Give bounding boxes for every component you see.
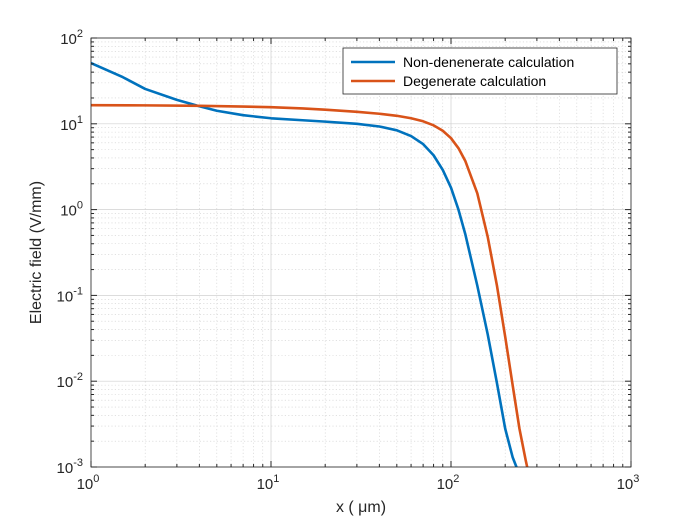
x-tick-label: 100 — [77, 473, 100, 493]
y-tick-label: 10-1 — [57, 285, 83, 305]
axes-box — [90, 37, 632, 468]
y-tick-label: 101 — [60, 114, 83, 134]
plot-lines — [91, 61, 529, 467]
legend-label: Degenerate calculation — [403, 73, 546, 89]
y-tick-labels: 10-3 10-2 10-1 100 101 102 — [57, 28, 83, 477]
x-tick-label: 101 — [257, 473, 280, 493]
legend-label: Non-denenerate calculation — [403, 54, 574, 70]
minor-grid — [91, 38, 631, 467]
y-tick-label: 102 — [60, 28, 83, 48]
y-axis-title: Electric field (V/mm) — [28, 181, 45, 324]
legend: Non-denenerate calculation Degenerate cal… — [342, 47, 618, 95]
tick-marks — [90, 37, 632, 468]
x-tick-labels: 100 101 102 103 — [77, 473, 640, 493]
series-line-1 — [91, 103, 529, 467]
legend-box — [342, 47, 618, 95]
y-tick-label: 10-3 — [57, 457, 83, 477]
x-axis-title: x ( μm) — [336, 499, 386, 516]
major-grid — [90, 37, 632, 468]
y-tick-label: 100 — [60, 200, 83, 220]
x-tick-label: 103 — [617, 473, 640, 493]
x-tick-label: 102 — [437, 473, 460, 493]
y-tick-label: 10-2 — [57, 371, 83, 391]
